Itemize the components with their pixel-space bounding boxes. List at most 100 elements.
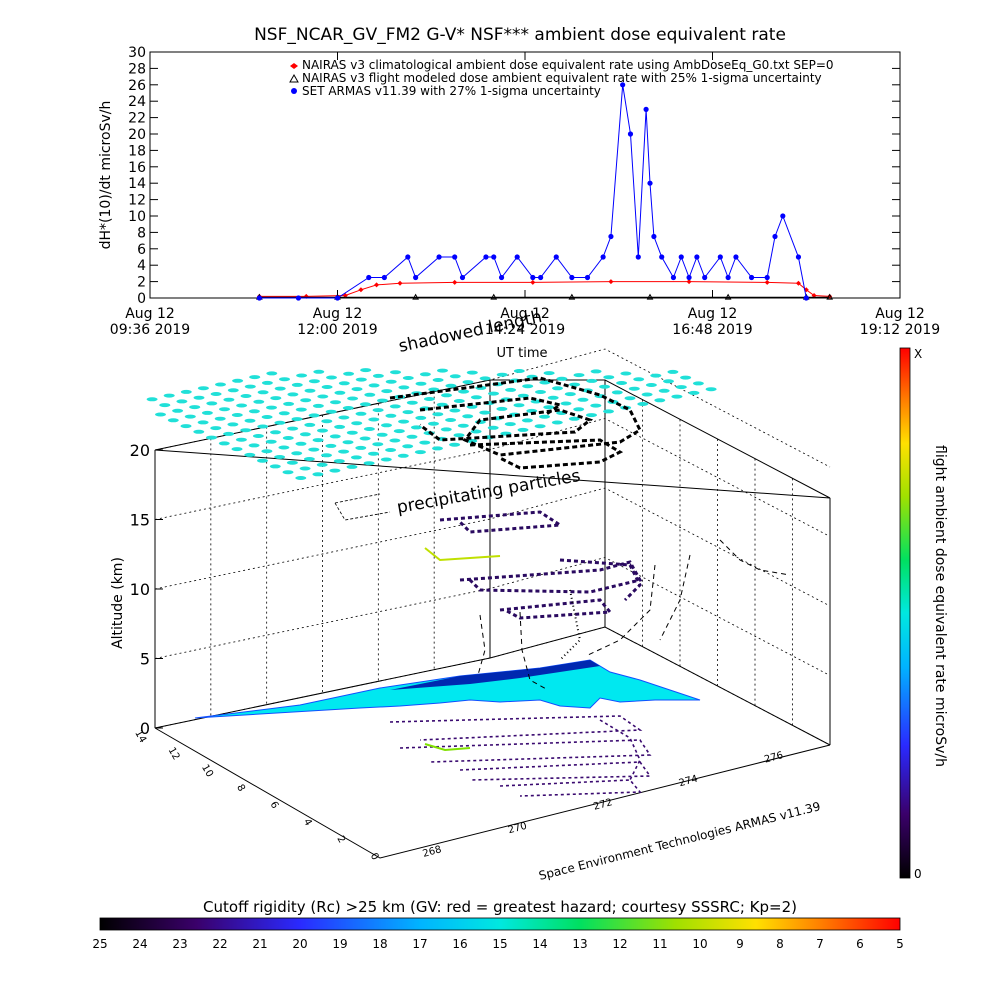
dose-field-mark bbox=[402, 410, 414, 415]
top-point bbox=[659, 254, 665, 260]
dose-field-mark bbox=[325, 409, 337, 414]
dose-field-mark bbox=[223, 397, 235, 402]
dose-field-mark bbox=[590, 369, 602, 374]
dose-field-mark bbox=[334, 390, 346, 395]
dose-field-mark bbox=[180, 389, 192, 394]
dose-field-mark bbox=[462, 380, 474, 385]
top-point bbox=[413, 274, 419, 281]
surface-landmass bbox=[194, 659, 701, 719]
dose-field-mark bbox=[616, 381, 628, 385]
dose-field-mark bbox=[291, 451, 303, 456]
dose-field-mark bbox=[236, 403, 248, 408]
floor-left-tick-label: 12 bbox=[166, 746, 182, 763]
top-point bbox=[620, 82, 626, 88]
dose-field-mark bbox=[449, 408, 461, 413]
dose-field-mark bbox=[304, 388, 316, 393]
dose-field-mark bbox=[675, 385, 687, 390]
top-legend: NAIRAS v3 climatological ambient dose eq… bbox=[289, 58, 834, 98]
top-y-tick-label: 0 bbox=[137, 291, 146, 307]
top-point bbox=[670, 274, 677, 281]
rigidity-tick-label: 13 bbox=[572, 937, 587, 951]
top-point bbox=[733, 254, 739, 260]
top-point bbox=[366, 274, 372, 281]
dose-field-mark bbox=[368, 417, 380, 422]
dose-field-mark bbox=[291, 382, 303, 387]
rigidity-tick-label: 17 bbox=[412, 937, 427, 951]
dose-colorbar-label: flight ambient dose equivalent rate micr… bbox=[932, 445, 948, 767]
dose-field-mark bbox=[556, 376, 568, 381]
rigidity-colorbar bbox=[99, 917, 901, 931]
dose-field-mark bbox=[624, 396, 636, 401]
dose-field-mark bbox=[620, 371, 632, 376]
dose-field-mark bbox=[552, 386, 563, 391]
dose-field-mark bbox=[372, 442, 384, 447]
top-x-tick-label-time: 14:24 2019 bbox=[485, 322, 565, 338]
dose-field-mark bbox=[479, 376, 491, 381]
dose-field-mark bbox=[381, 389, 393, 394]
dose-field-mark bbox=[458, 389, 470, 394]
top-point bbox=[795, 254, 802, 260]
dose-field-mark bbox=[231, 413, 243, 417]
dose-field-mark bbox=[193, 429, 205, 434]
dose-field-mark bbox=[321, 453, 332, 458]
top-point bbox=[295, 295, 302, 301]
top-chart-title: NSF_NCAR_GV_FM2 G-V* NSF*** ambient dose… bbox=[254, 25, 786, 45]
rigidity-tick-label: 5 bbox=[896, 937, 904, 951]
dose-field-mark bbox=[402, 444, 414, 449]
rigidity-colorbar-title: Cutoff rigidity (Rc) >25 km (GV: red = g… bbox=[203, 898, 797, 916]
rigidity-tick-label: 16 bbox=[452, 937, 467, 951]
top-point bbox=[530, 279, 536, 285]
dose-field-mark bbox=[441, 393, 452, 398]
top-x-tick-label-date: Aug 12 bbox=[688, 306, 738, 322]
dose-field-mark bbox=[240, 428, 252, 433]
floor-left-tick-label: 6 bbox=[268, 800, 281, 811]
z-tick-label: 15 bbox=[130, 511, 150, 530]
dose-field-mark bbox=[252, 434, 264, 438]
flight-mid-2 bbox=[459, 560, 643, 594]
dose-field-mark bbox=[278, 445, 290, 450]
dose-field-mark bbox=[462, 414, 474, 419]
dose-field-mark bbox=[282, 436, 294, 440]
dose-field-mark bbox=[415, 381, 427, 386]
dose-field-mark bbox=[338, 449, 350, 454]
top-point bbox=[358, 287, 364, 293]
dose-field-mark bbox=[680, 375, 692, 380]
dose-field-mark bbox=[295, 476, 307, 480]
dose-field-mark bbox=[423, 397, 435, 401]
dose-field-mark bbox=[603, 375, 615, 380]
dose-field-mark bbox=[419, 372, 431, 377]
top-y-tick-label: 20 bbox=[128, 127, 146, 143]
descent-left bbox=[477, 614, 486, 676]
dose-field-mark bbox=[313, 369, 325, 374]
ground-track-1 bbox=[389, 715, 643, 741]
floor-left-tick-label: 2 bbox=[334, 834, 347, 845]
flight-mid-3 bbox=[499, 598, 614, 620]
rigidity-tick-label: 8 bbox=[776, 937, 784, 951]
dose-field-mark bbox=[496, 372, 508, 377]
dose-field-mark bbox=[564, 392, 576, 397]
dose-field-mark bbox=[504, 422, 516, 427]
top-point bbox=[452, 254, 458, 260]
top-x-tick-label-date: Aug 12 bbox=[875, 306, 925, 322]
rigidity-tick-label: 23 bbox=[172, 937, 187, 951]
dose-field-mark bbox=[270, 430, 281, 435]
dose-field-mark bbox=[355, 377, 367, 382]
dose-field-mark bbox=[235, 437, 247, 442]
dose-field-mark bbox=[206, 401, 218, 406]
z-tick-label: 20 bbox=[130, 441, 150, 460]
annotation-bracket bbox=[334, 493, 391, 521]
dose-field-mark bbox=[287, 426, 299, 431]
top-point bbox=[764, 279, 770, 285]
dose-field-mark bbox=[569, 382, 581, 387]
dose-field-mark bbox=[330, 400, 341, 405]
dose-field-mark bbox=[325, 443, 337, 448]
dose-field-mark bbox=[312, 403, 324, 408]
dose-field-mark bbox=[688, 390, 700, 395]
dose-field-mark bbox=[470, 429, 482, 434]
top-point bbox=[568, 293, 576, 300]
top-y-tick-label: 22 bbox=[128, 111, 146, 127]
top-point bbox=[530, 274, 536, 281]
